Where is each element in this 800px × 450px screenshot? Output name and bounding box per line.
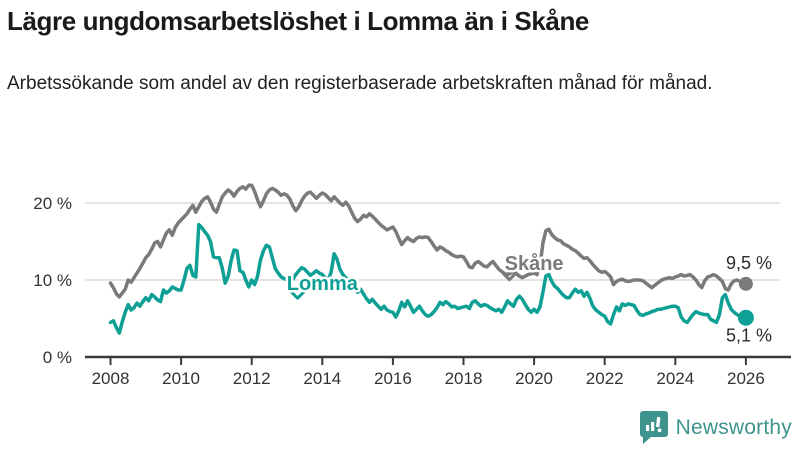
newsworthy-logo: Newsworthy bbox=[639, 411, 792, 444]
x-axis-label: 2014 bbox=[303, 369, 341, 388]
lomma-series-label: Lomma bbox=[287, 273, 359, 295]
x-axis-label: 2012 bbox=[233, 369, 271, 388]
lomma-end-dot bbox=[737, 309, 754, 326]
x-axis-label: 2008 bbox=[92, 369, 130, 388]
skåne-series-label: Skåne bbox=[505, 252, 564, 275]
x-axis-label: 2016 bbox=[374, 369, 412, 388]
y-axis-label: 0 % bbox=[43, 348, 72, 367]
skåne-label-chevron bbox=[501, 272, 517, 282]
skane-line bbox=[108, 183, 748, 299]
x-axis-label: 2010 bbox=[162, 369, 200, 388]
y-axis-label: 10 % bbox=[33, 271, 72, 290]
x-axis-label: 2020 bbox=[515, 369, 553, 388]
x-axis-label: 2018 bbox=[445, 369, 483, 388]
bar-chart-speech-bubble-icon bbox=[639, 411, 668, 444]
x-axis-label: 2026 bbox=[727, 369, 765, 388]
lomma-label-chevron bbox=[290, 290, 306, 300]
page-title: Lägre ungdomsarbetslöshet i Lomma än i S… bbox=[7, 6, 589, 36]
chart-subtitle: Arbetssökande som andel av den registerb… bbox=[7, 73, 713, 94]
newsworthy-brand-text: Newsworthy bbox=[675, 415, 792, 439]
lomma-end-value: 5,1 % bbox=[726, 326, 772, 346]
skane-end-dot bbox=[738, 276, 753, 291]
x-axis-label: 2024 bbox=[656, 369, 694, 388]
y-axis-label: 20 % bbox=[33, 194, 72, 213]
x-axis-label: 2022 bbox=[586, 369, 624, 388]
lomma-line bbox=[108, 222, 748, 335]
skane-end-value: 9,5 % bbox=[726, 253, 772, 273]
